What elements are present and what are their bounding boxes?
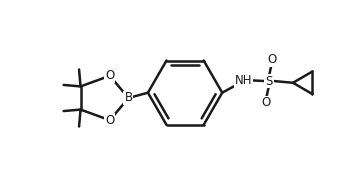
Text: NH: NH xyxy=(235,74,252,87)
Text: S: S xyxy=(265,74,273,88)
Text: O: O xyxy=(105,69,114,82)
Text: O: O xyxy=(105,114,114,127)
Text: O: O xyxy=(267,53,276,66)
Text: B: B xyxy=(124,92,132,104)
Text: O: O xyxy=(261,96,271,109)
